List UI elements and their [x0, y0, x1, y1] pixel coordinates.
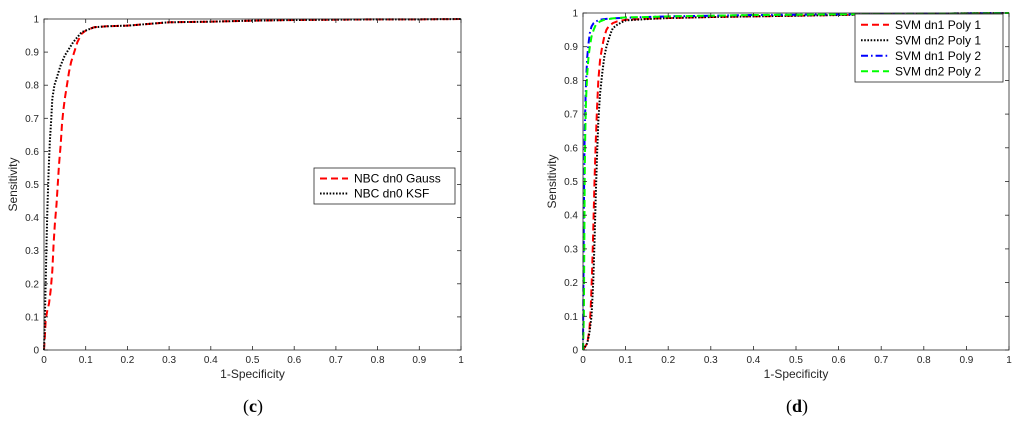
y-tick-label: 0.9 [25, 48, 39, 59]
y-tick-label: 0 [33, 346, 39, 357]
x-tick-label: 1 [1006, 355, 1012, 366]
x-tick-label: 0.5 [789, 355, 803, 366]
legend-box [313, 167, 456, 205]
y-tick-label: 0.4 [564, 211, 578, 222]
series-line-2 [43, 18, 462, 351]
series-line-4 [582, 12, 1010, 351]
x-tick-label: 0.1 [619, 355, 633, 366]
y-tick-label: 0.7 [564, 110, 578, 121]
x-axis-label: 1-Specificity [764, 367, 829, 381]
y-tick-label: 0.5 [25, 180, 39, 191]
x-tick-label: 1 [458, 355, 464, 366]
chart-panel-d: 0 0.1 0.2 0.3 0.4 0.5 0.6 0.7 0.8 0.9 1 0 0.1 0.2 0.3 0… [545, 9, 1012, 418]
legend-entry-label: SVM dn2 Poly 1 [895, 33, 981, 47]
y-tick-label: 0.4 [25, 213, 39, 224]
series-line-1 [43, 18, 462, 351]
x-tick-label: 0.8 [917, 355, 931, 366]
x-tick-label: 0.9 [412, 355, 426, 366]
y-tick-label: 0.7 [25, 114, 39, 125]
x-tick-label: 0.4 [746, 355, 760, 366]
legend-entry-label: NBC dn0 KSF [354, 187, 429, 201]
y-tick-label: 0.1 [564, 312, 578, 323]
y-tick-label: 0.9 [564, 42, 578, 53]
x-tick-label: 0.9 [959, 355, 973, 366]
y-tick-label: 0.5 [564, 177, 578, 188]
y-tick-label: 0.1 [25, 312, 39, 323]
chart-panel-c: 0 0.1 0.2 0.3 0.4 0.5 0.6 0.7 0.8 0.9 1 0 0.1 0.2 0.3 0… [6, 15, 464, 418]
y-tick-label: 0.3 [564, 244, 578, 255]
x-tick-label: 0.2 [120, 355, 134, 366]
x-tick-label: 0.3 [704, 355, 718, 366]
y-tick-label: 0 [572, 346, 578, 357]
y-tick-label: 0.8 [25, 81, 39, 92]
x-tick-label: 0.4 [204, 355, 218, 366]
legend-entry-label: SVM dn1 Poly 2 [895, 49, 981, 63]
x-tick-label: 0.8 [371, 355, 385, 366]
y-axis-label: Sensitivity [6, 157, 20, 211]
x-tick-label: 0.3 [162, 355, 176, 366]
y-tick-label: 0.2 [25, 279, 39, 290]
y-tick-label: 0.6 [564, 143, 578, 154]
x-tick-label: 0.6 [832, 355, 846, 366]
y-tick-label: 1 [33, 15, 39, 26]
legend-entry-label: SVM dn2 Poly 2 [895, 64, 981, 78]
x-tick-label: 0.7 [329, 355, 343, 366]
x-tick-label: 0 [580, 355, 586, 366]
x-tick-label: 0.5 [246, 355, 260, 366]
panel-label: (c) [243, 396, 263, 417]
y-tick-label: 0.8 [564, 76, 578, 87]
x-tick-label: 0.1 [79, 355, 93, 366]
x-tick-label: 0.6 [287, 355, 301, 366]
x-tick-label: 0 [41, 355, 47, 366]
x-tick-label: 0.7 [874, 355, 888, 366]
y-tick-label: 0.2 [564, 278, 578, 289]
series-line-1 [582, 12, 1010, 351]
panel-label: (d) [786, 396, 808, 417]
y-tick-label: 0.6 [25, 147, 39, 158]
x-axis-label: 1-Specificity [220, 367, 285, 381]
y-tick-label: 1 [572, 9, 578, 20]
legend-box [854, 13, 1004, 83]
y-axis-label: Sensitivity [545, 154, 559, 208]
legend-entry-label: SVM dn1 Poly 1 [895, 18, 981, 32]
x-tick-label: 0.2 [661, 355, 675, 366]
y-tick-label: 0.3 [25, 246, 39, 257]
legend-entry-label: NBC dn0 Gauss [354, 172, 441, 186]
